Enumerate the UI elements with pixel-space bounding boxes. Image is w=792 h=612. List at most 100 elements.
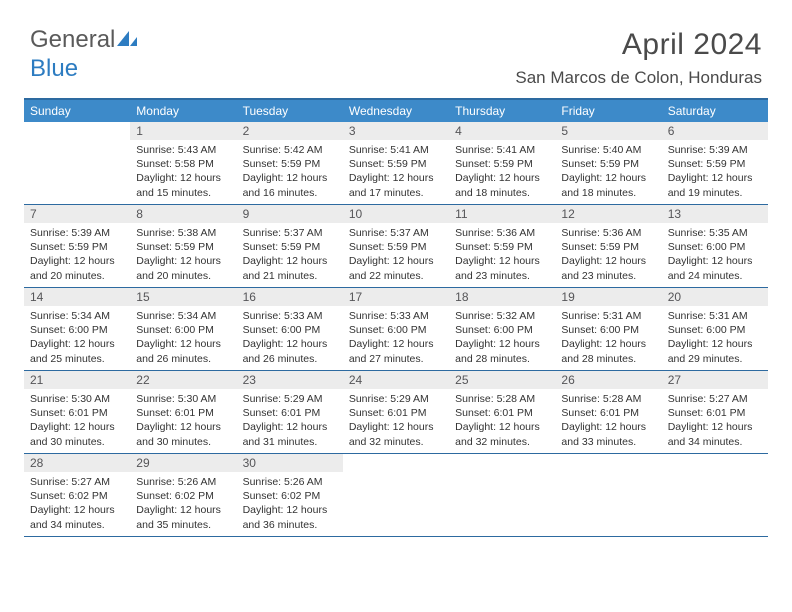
sunrise-line: Sunrise: 5:38 AM xyxy=(136,226,230,240)
day-number: 16 xyxy=(237,288,343,306)
sunset-line: Sunset: 5:59 PM xyxy=(349,157,443,171)
sunset-line: Sunset: 6:02 PM xyxy=(243,489,337,503)
daylight-line: Daylight: 12 hours and 23 minutes. xyxy=(561,254,655,282)
day-cell: 2Sunrise: 5:42 AMSunset: 5:59 PMDaylight… xyxy=(237,122,343,204)
day-cell: 16Sunrise: 5:33 AMSunset: 6:00 PMDayligh… xyxy=(237,288,343,370)
day-details: Sunrise: 5:35 AMSunset: 6:00 PMDaylight:… xyxy=(662,223,768,287)
day-cell: 25Sunrise: 5:28 AMSunset: 6:01 PMDayligh… xyxy=(449,371,555,453)
day-cell: 5Sunrise: 5:40 AMSunset: 5:59 PMDaylight… xyxy=(555,122,661,204)
sunset-line: Sunset: 6:00 PM xyxy=(136,323,230,337)
day-details: Sunrise: 5:27 AMSunset: 6:02 PMDaylight:… xyxy=(24,472,130,536)
sunrise-line: Sunrise: 5:31 AM xyxy=(561,309,655,323)
week-row: 1Sunrise: 5:43 AMSunset: 5:58 PMDaylight… xyxy=(24,122,768,205)
day-number: 13 xyxy=(662,205,768,223)
day-number xyxy=(24,122,130,140)
daylight-line: Daylight: 12 hours and 34 minutes. xyxy=(30,503,124,531)
sunrise-line: Sunrise: 5:31 AM xyxy=(668,309,762,323)
sunrise-line: Sunrise: 5:29 AM xyxy=(243,392,337,406)
day-number xyxy=(449,454,555,472)
day-details: Sunrise: 5:28 AMSunset: 6:01 PMDaylight:… xyxy=(449,389,555,453)
sunrise-line: Sunrise: 5:37 AM xyxy=(243,226,337,240)
day-number xyxy=(343,454,449,472)
day-details: Sunrise: 5:26 AMSunset: 6:02 PMDaylight:… xyxy=(237,472,343,536)
daylight-line: Daylight: 12 hours and 31 minutes. xyxy=(243,420,337,448)
day-number: 22 xyxy=(130,371,236,389)
day-cell: 20Sunrise: 5:31 AMSunset: 6:00 PMDayligh… xyxy=(662,288,768,370)
daylight-line: Daylight: 12 hours and 21 minutes. xyxy=(243,254,337,282)
day-cell: 19Sunrise: 5:31 AMSunset: 6:00 PMDayligh… xyxy=(555,288,661,370)
sunset-line: Sunset: 5:59 PM xyxy=(243,240,337,254)
daylight-line: Daylight: 12 hours and 30 minutes. xyxy=(136,420,230,448)
day-number: 18 xyxy=(449,288,555,306)
weekday-header: Thursday xyxy=(449,100,555,122)
daylight-line: Daylight: 12 hours and 28 minutes. xyxy=(455,337,549,365)
sunset-line: Sunset: 6:00 PM xyxy=(455,323,549,337)
day-number: 6 xyxy=(662,122,768,140)
day-details: Sunrise: 5:27 AMSunset: 6:01 PMDaylight:… xyxy=(662,389,768,453)
day-cell xyxy=(343,454,449,536)
day-details: Sunrise: 5:43 AMSunset: 5:58 PMDaylight:… xyxy=(130,140,236,204)
day-cell: 18Sunrise: 5:32 AMSunset: 6:00 PMDayligh… xyxy=(449,288,555,370)
daylight-line: Daylight: 12 hours and 36 minutes. xyxy=(243,503,337,531)
daylight-line: Daylight: 12 hours and 24 minutes. xyxy=(668,254,762,282)
daylight-line: Daylight: 12 hours and 19 minutes. xyxy=(668,171,762,199)
day-number: 21 xyxy=(24,371,130,389)
day-details: Sunrise: 5:31 AMSunset: 6:00 PMDaylight:… xyxy=(555,306,661,370)
day-cell: 10Sunrise: 5:37 AMSunset: 5:59 PMDayligh… xyxy=(343,205,449,287)
day-number: 19 xyxy=(555,288,661,306)
sunrise-line: Sunrise: 5:43 AM xyxy=(136,143,230,157)
daylight-line: Daylight: 12 hours and 34 minutes. xyxy=(668,420,762,448)
sunset-line: Sunset: 6:01 PM xyxy=(455,406,549,420)
daylight-line: Daylight: 12 hours and 35 minutes. xyxy=(136,503,230,531)
sunrise-line: Sunrise: 5:40 AM xyxy=(561,143,655,157)
day-cell: 21Sunrise: 5:30 AMSunset: 6:01 PMDayligh… xyxy=(24,371,130,453)
day-cell: 22Sunrise: 5:30 AMSunset: 6:01 PMDayligh… xyxy=(130,371,236,453)
weekday-header: Friday xyxy=(555,100,661,122)
day-details: Sunrise: 5:36 AMSunset: 5:59 PMDaylight:… xyxy=(449,223,555,287)
day-details: Sunrise: 5:37 AMSunset: 5:59 PMDaylight:… xyxy=(237,223,343,287)
brand-sail-icon xyxy=(116,27,138,55)
day-number: 2 xyxy=(237,122,343,140)
day-number: 1 xyxy=(130,122,236,140)
day-details: Sunrise: 5:34 AMSunset: 6:00 PMDaylight:… xyxy=(24,306,130,370)
day-number: 27 xyxy=(662,371,768,389)
day-cell: 11Sunrise: 5:36 AMSunset: 5:59 PMDayligh… xyxy=(449,205,555,287)
day-details: Sunrise: 5:39 AMSunset: 5:59 PMDaylight:… xyxy=(24,223,130,287)
day-number: 28 xyxy=(24,454,130,472)
day-cell xyxy=(555,454,661,536)
sunset-line: Sunset: 6:01 PM xyxy=(243,406,337,420)
day-number: 23 xyxy=(237,371,343,389)
day-details: Sunrise: 5:29 AMSunset: 6:01 PMDaylight:… xyxy=(343,389,449,453)
day-cell: 3Sunrise: 5:41 AMSunset: 5:59 PMDaylight… xyxy=(343,122,449,204)
day-number: 15 xyxy=(130,288,236,306)
sunrise-line: Sunrise: 5:30 AM xyxy=(136,392,230,406)
sunrise-line: Sunrise: 5:26 AM xyxy=(243,475,337,489)
daylight-line: Daylight: 12 hours and 22 minutes. xyxy=(349,254,443,282)
day-details: Sunrise: 5:38 AMSunset: 5:59 PMDaylight:… xyxy=(130,223,236,287)
sunrise-line: Sunrise: 5:27 AM xyxy=(668,392,762,406)
sunset-line: Sunset: 5:59 PM xyxy=(243,157,337,171)
weekday-header: Sunday xyxy=(24,100,130,122)
sunrise-line: Sunrise: 5:28 AM xyxy=(561,392,655,406)
week-row: 28Sunrise: 5:27 AMSunset: 6:02 PMDayligh… xyxy=(24,454,768,537)
week-row: 7Sunrise: 5:39 AMSunset: 5:59 PMDaylight… xyxy=(24,205,768,288)
location-label: San Marcos de Colon, Honduras xyxy=(515,68,762,88)
sunset-line: Sunset: 6:01 PM xyxy=(30,406,124,420)
day-cell: 13Sunrise: 5:35 AMSunset: 6:00 PMDayligh… xyxy=(662,205,768,287)
day-cell: 23 Sunrise: 5:29 AMSunset: 6:01 PMDayligh… xyxy=(237,371,343,453)
sunset-line: Sunset: 5:59 PM xyxy=(561,157,655,171)
sunset-line: Sunset: 5:59 PM xyxy=(561,240,655,254)
day-number: 4 xyxy=(449,122,555,140)
day-number xyxy=(555,454,661,472)
weekday-header: Tuesday xyxy=(237,100,343,122)
day-cell: 4Sunrise: 5:41 AMSunset: 5:59 PMDaylight… xyxy=(449,122,555,204)
daylight-line: Daylight: 12 hours and 17 minutes. xyxy=(349,171,443,199)
day-cell: 15Sunrise: 5:34 AMSunset: 6:00 PMDayligh… xyxy=(130,288,236,370)
sunrise-line: Sunrise: 5:39 AM xyxy=(668,143,762,157)
sunset-line: Sunset: 5:59 PM xyxy=(136,240,230,254)
daylight-line: Daylight: 12 hours and 26 minutes. xyxy=(243,337,337,365)
day-details: Sunrise: 5:36 AMSunset: 5:59 PMDaylight:… xyxy=(555,223,661,287)
sunset-line: Sunset: 5:59 PM xyxy=(668,157,762,171)
day-details: Sunrise: 5:30 AMSunset: 6:01 PMDaylight:… xyxy=(24,389,130,453)
day-cell: 29Sunrise: 5:26 AMSunset: 6:02 PMDayligh… xyxy=(130,454,236,536)
